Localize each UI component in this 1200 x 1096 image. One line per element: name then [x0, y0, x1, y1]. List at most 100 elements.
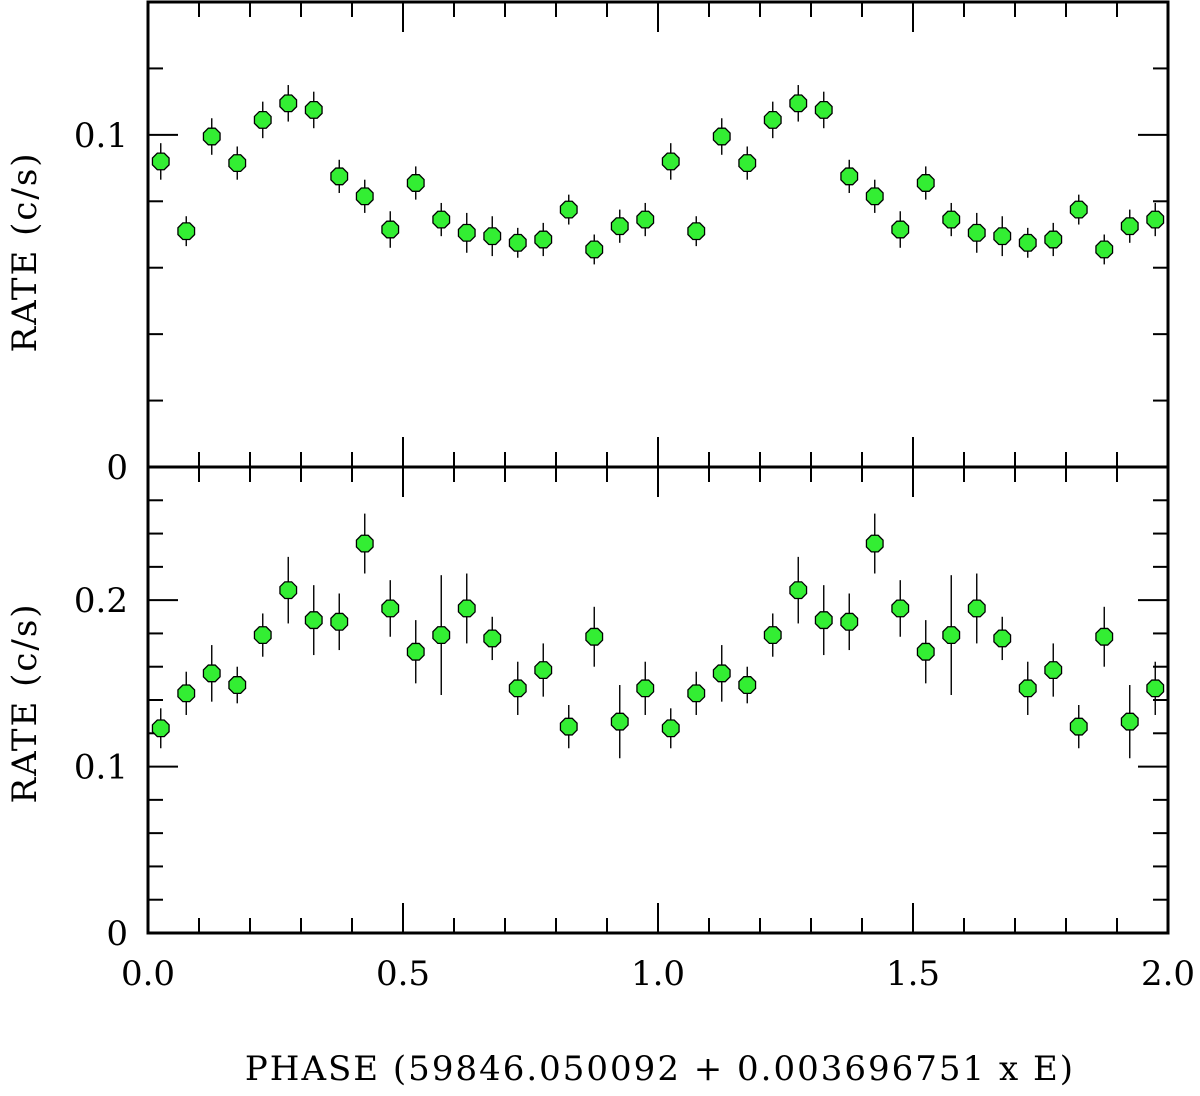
bottom-data-point — [789, 581, 808, 600]
bottom-data-point — [636, 679, 655, 698]
top-y-tick-label: 0 — [106, 448, 128, 488]
top-data-point — [993, 227, 1012, 246]
bottom-data-point — [202, 664, 221, 683]
top-data-point — [151, 152, 170, 171]
axes-group — [146, 0, 1170, 935]
top-y-tick-label: 0.1 — [74, 116, 128, 156]
top-data-point — [381, 220, 400, 239]
bottom-data-point — [814, 611, 833, 630]
bottom-data-point — [330, 612, 349, 631]
bottom-data-point — [610, 712, 629, 731]
bottom-data-point — [687, 684, 706, 703]
top-data-point — [330, 167, 349, 186]
bottom-x-tick-label: 2.0 — [1141, 954, 1195, 994]
bottom-data-point — [432, 626, 451, 645]
top-data-point — [483, 227, 502, 246]
bottom-data-point — [840, 612, 859, 631]
top-data-point — [202, 127, 221, 146]
bottom-data-point — [738, 676, 757, 694]
top-data-point — [228, 154, 247, 173]
bottom-data-point — [228, 676, 247, 694]
bottom-data-point — [763, 626, 782, 645]
bottom-y-axis-title: RATE (c/s) — [5, 602, 45, 803]
bottom-data-point — [559, 717, 578, 736]
bottom-y-tick-label: 0 — [106, 914, 128, 954]
bottom-data-point — [457, 599, 476, 618]
bottom-data-point — [279, 581, 298, 600]
bottom-data-point — [534, 661, 553, 680]
top-data-point — [177, 222, 196, 241]
top-data-point — [253, 110, 272, 129]
top-data-point — [610, 217, 629, 236]
labels-group: RATE (c/s) RATE (c/s) PHASE (59846.05009… — [5, 116, 1195, 1089]
top-data-point — [916, 174, 935, 192]
bottom-data-point — [661, 719, 680, 738]
bottom-y-tick-label: 0.2 — [74, 581, 128, 621]
bottom-data-point — [1018, 679, 1037, 698]
bottom-data-point — [177, 684, 196, 703]
bottom-data-point — [967, 599, 986, 618]
bottom-x-tick-label: 1.0 — [631, 954, 685, 994]
top-y-axis-title: RATE (c/s) — [5, 151, 45, 352]
top-data-point — [1018, 233, 1037, 252]
top-data-point — [763, 110, 782, 129]
top-data-point — [738, 154, 757, 173]
bottom-data-point — [585, 627, 604, 646]
top-data-point — [534, 230, 553, 249]
top-data-point — [840, 167, 859, 186]
top-data-point — [865, 187, 884, 206]
top-data-point — [406, 174, 425, 192]
top-data-point — [967, 223, 986, 242]
top-data-point — [789, 94, 808, 113]
bottom-data-point — [355, 534, 374, 553]
bottom-data-point — [1120, 712, 1139, 731]
top-data-point — [559, 200, 578, 219]
bottom-data-point — [942, 626, 961, 645]
bottom-data-point — [865, 534, 884, 553]
bottom-data-point — [916, 642, 935, 661]
top-data-point — [508, 233, 527, 252]
bottom-data-point — [253, 626, 272, 645]
top-data-point — [891, 220, 910, 239]
x-axis-title: PHASE (59846.050092 + 0.003696751 x E) — [245, 1049, 1075, 1089]
bottom-x-tick-label: 0.0 — [121, 954, 175, 994]
top-data-point — [355, 187, 374, 206]
data-group — [151, 85, 1165, 759]
top-data-point — [687, 222, 706, 241]
top-data-point — [457, 223, 476, 242]
bottom-y-tick-label: 0.1 — [74, 748, 128, 788]
top-data-point — [1095, 240, 1114, 259]
bottom-data-point — [304, 611, 323, 630]
bottom-data-point — [381, 599, 400, 618]
top-data-point — [1146, 210, 1165, 229]
top-data-point — [1069, 200, 1088, 219]
top-data-point — [279, 94, 298, 113]
top-data-point — [1120, 217, 1139, 236]
top-data-point — [1044, 230, 1063, 249]
bottom-data-point — [1095, 627, 1114, 646]
bottom-data-point — [508, 679, 527, 698]
bottom-data-point — [993, 629, 1012, 648]
bottom-data-point — [712, 664, 731, 683]
top-data-point — [814, 100, 833, 119]
bottom-data-point — [483, 629, 502, 648]
top-data-point — [585, 240, 604, 259]
bottom-panel-frame — [146, 465, 1170, 935]
bottom-data-point — [151, 719, 170, 738]
top-data-point — [636, 210, 655, 229]
top-data-point — [712, 127, 731, 146]
bottom-data-point — [1146, 679, 1165, 698]
bottom-x-tick-label: 1.5 — [886, 954, 940, 994]
bottom-data-point — [406, 642, 425, 661]
top-data-point — [432, 210, 451, 229]
top-data-point — [304, 100, 323, 119]
bottom-data-point — [1069, 717, 1088, 736]
top-panel-frame — [146, 0, 1170, 469]
bottom-data-point — [1044, 661, 1063, 680]
bottom-x-tick-label: 0.5 — [376, 954, 430, 994]
bottom-data-point — [891, 599, 910, 618]
top-data-point — [942, 210, 961, 229]
top-data-point — [661, 152, 680, 171]
